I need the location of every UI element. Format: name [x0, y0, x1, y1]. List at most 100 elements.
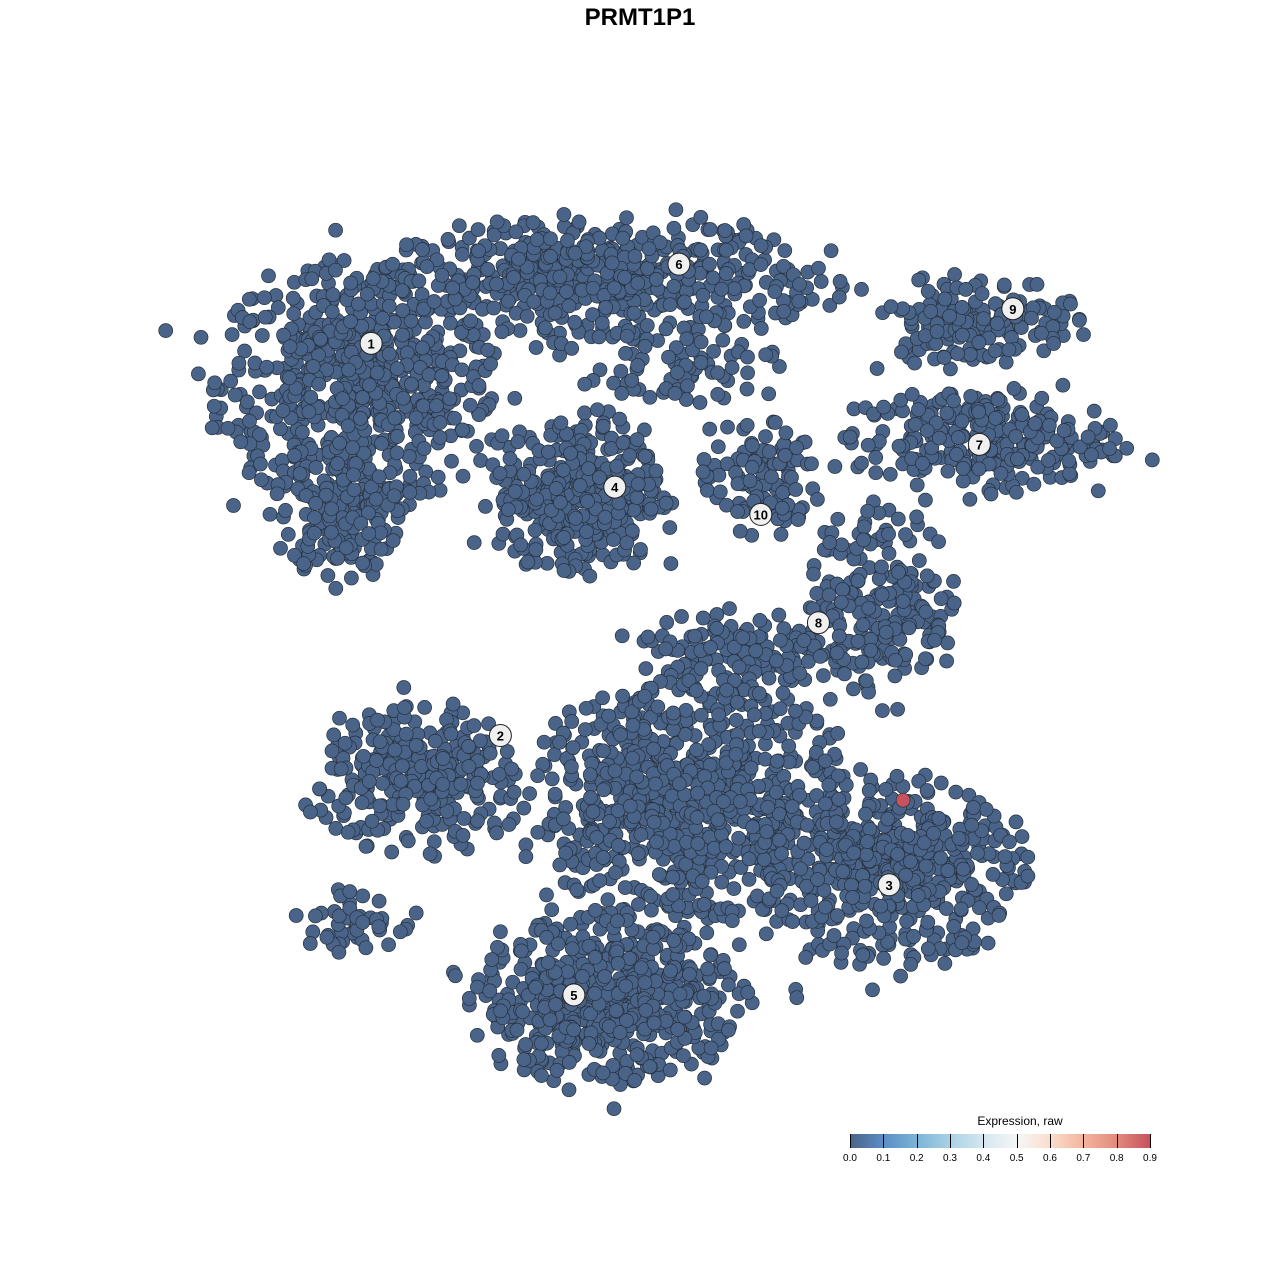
data-point	[939, 405, 955, 421]
data-point	[630, 358, 645, 373]
data-point	[1080, 429, 1096, 445]
data-point	[482, 983, 498, 999]
data-point	[1041, 452, 1056, 468]
chart-title: PRMT1P1	[584, 4, 696, 31]
legend-tick-label: 0.3	[943, 1153, 957, 1164]
data-point	[777, 448, 793, 463]
data-point	[954, 935, 970, 951]
data-point	[629, 432, 645, 447]
data-point	[740, 985, 756, 1000]
data-point	[1034, 325, 1049, 341]
data-point	[608, 1003, 624, 1019]
data-point	[939, 653, 954, 669]
data-point	[670, 1022, 686, 1037]
data-point	[920, 283, 936, 299]
data-point	[303, 804, 318, 820]
data-point	[703, 1040, 719, 1056]
data-point	[648, 776, 663, 792]
data-point	[674, 609, 689, 624]
data-point	[835, 864, 851, 879]
data-point	[333, 761, 349, 777]
data-point	[955, 461, 971, 476]
data-point	[953, 901, 969, 917]
data-point	[672, 986, 688, 1002]
data-point	[402, 468, 418, 484]
data-point	[728, 746, 744, 762]
data-point	[614, 386, 630, 401]
data-point	[552, 269, 568, 285]
data-point	[891, 438, 907, 454]
data-point	[375, 776, 390, 791]
data-point	[547, 747, 562, 763]
data-point	[416, 441, 432, 456]
data-point	[589, 830, 605, 845]
data-point	[453, 776, 469, 792]
data-point	[745, 819, 761, 835]
data-point	[740, 365, 755, 381]
data-point	[582, 767, 598, 783]
data-point	[556, 207, 572, 222]
data-point	[455, 828, 471, 843]
data-point	[242, 314, 258, 330]
data-point	[888, 652, 903, 668]
legend-tick-mark	[916, 1134, 918, 1148]
data-point	[372, 798, 388, 814]
data-point	[726, 281, 742, 296]
data-point	[903, 957, 919, 972]
data-point	[732, 794, 748, 809]
data-point	[398, 726, 414, 742]
data-point	[741, 872, 757, 887]
data-point	[331, 944, 347, 960]
data-point	[985, 867, 1001, 882]
data-point	[257, 290, 272, 306]
data-point	[774, 846, 789, 861]
data-point	[637, 975, 653, 990]
data-point	[1024, 310, 1039, 326]
data-point	[461, 739, 476, 754]
data-point	[516, 800, 532, 816]
data-point	[305, 359, 321, 374]
data-point	[577, 376, 593, 392]
data-point	[1055, 377, 1071, 393]
data-point	[869, 361, 885, 376]
data-point	[817, 899, 833, 915]
data-point	[931, 811, 947, 826]
data-point	[510, 434, 526, 450]
data-point	[204, 420, 220, 436]
data-point	[677, 294, 692, 310]
data-point	[596, 782, 611, 798]
data-point	[705, 270, 721, 286]
data-point	[597, 969, 613, 984]
data-point	[353, 515, 369, 531]
data-point	[470, 979, 485, 995]
data-point	[567, 245, 583, 261]
data-point	[530, 824, 546, 840]
data-point	[397, 700, 412, 716]
data-point	[690, 785, 705, 801]
data-point	[534, 1068, 549, 1083]
data-point	[432, 430, 448, 445]
data-point	[874, 559, 889, 575]
data-point	[748, 643, 764, 659]
legend-tick-mark	[850, 1134, 851, 1148]
data-point	[614, 628, 630, 644]
data-point	[890, 511, 906, 527]
data-point	[619, 328, 635, 344]
data-point	[732, 523, 748, 539]
data-point	[373, 541, 389, 557]
data-point	[954, 413, 970, 429]
data-point	[241, 291, 257, 307]
data-point	[354, 795, 370, 811]
data-point	[358, 940, 374, 956]
data-point	[381, 346, 397, 362]
data-point	[451, 218, 467, 234]
data-point	[381, 937, 396, 953]
data-point	[951, 830, 967, 846]
data-point	[728, 712, 744, 728]
data-point	[541, 444, 556, 460]
data-point	[878, 624, 894, 640]
data-point	[443, 726, 459, 742]
data-point	[619, 535, 635, 551]
cluster-label-9: 9	[1001, 297, 1025, 321]
data-point	[254, 472, 269, 488]
